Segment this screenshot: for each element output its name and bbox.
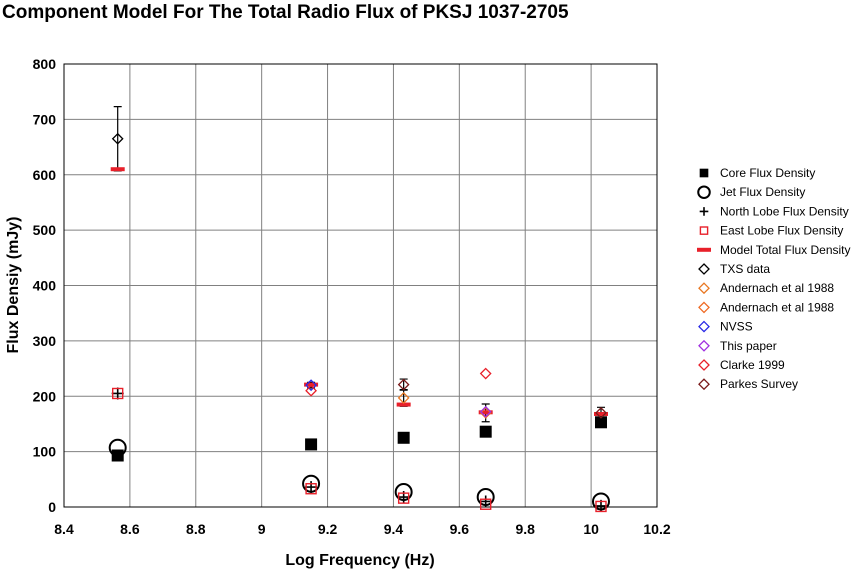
data-point bbox=[397, 431, 410, 444]
legend-marker bbox=[699, 226, 709, 235]
error-bar bbox=[113, 106, 122, 172]
data-point bbox=[304, 382, 319, 387]
x-tick-label: 8.4 bbox=[54, 521, 74, 537]
plot-area bbox=[63, 63, 658, 508]
legend-label: TXS data bbox=[720, 262, 770, 276]
legend-marker bbox=[698, 378, 710, 391]
legend-marker bbox=[698, 301, 710, 314]
data-point bbox=[479, 405, 492, 418]
data-point bbox=[397, 391, 410, 404]
x-tick-label: 9 bbox=[258, 521, 266, 537]
x-tick-label: 9.8 bbox=[515, 521, 535, 537]
y-tick-labels: 0 100 200 300 400 500 600 700 800 bbox=[33, 56, 57, 515]
x-tick-label: 10 bbox=[583, 521, 599, 537]
legend-label: Model Total Flux Density bbox=[720, 243, 851, 257]
data-point bbox=[305, 384, 318, 397]
y-tick-label: 500 bbox=[33, 222, 57, 238]
data-point bbox=[305, 483, 317, 495]
x-tick-label: 8.8 bbox=[186, 521, 206, 537]
data-point bbox=[108, 438, 127, 457]
data-point bbox=[479, 406, 492, 419]
legend-marker bbox=[698, 320, 710, 333]
y-tick-label: 400 bbox=[33, 278, 57, 294]
y-tick-label: 800 bbox=[33, 56, 57, 72]
data-point bbox=[595, 500, 607, 513]
legend-label: North Lobe Flux Density bbox=[720, 204, 849, 218]
legend-label: This paper bbox=[720, 339, 777, 353]
data-point bbox=[479, 495, 492, 508]
legend-marker bbox=[698, 263, 710, 275]
error-bars bbox=[113, 106, 605, 423]
legend: Core Flux Density Jet Flux Density North L… bbox=[697, 166, 851, 391]
data-point bbox=[110, 167, 125, 172]
legend-label: Core Flux Density bbox=[720, 166, 815, 180]
data-point bbox=[305, 438, 318, 451]
y-tick-label: 200 bbox=[33, 388, 57, 404]
legend-label: Clarke 1999 bbox=[720, 358, 785, 372]
legend-marker bbox=[698, 339, 710, 352]
data-point bbox=[111, 132, 124, 145]
y-tick-label: 100 bbox=[33, 444, 57, 460]
data-point bbox=[396, 402, 411, 407]
chart-title: Component Model For The Total Radio Flux… bbox=[2, 2, 569, 23]
data-point bbox=[595, 406, 607, 419]
x-tick-label: 8.6 bbox=[120, 521, 140, 537]
data-point bbox=[397, 378, 410, 391]
data-point bbox=[479, 425, 492, 438]
x-axis-label: Log Frequency (Hz) bbox=[285, 552, 434, 569]
x-tick-label: 9.2 bbox=[318, 521, 338, 537]
x-tick-labels: 8.4 8.6 8.8 9 9.2 9.4 9.6 9.8 10 10.2 bbox=[54, 521, 671, 537]
x-tick-label: 10.2 bbox=[643, 521, 670, 537]
data-point bbox=[593, 411, 608, 416]
legend-marker bbox=[699, 207, 709, 216]
data-point bbox=[397, 492, 410, 504]
legend-label: East Lobe Flux Density bbox=[720, 224, 843, 238]
data-point bbox=[111, 387, 124, 400]
data-point bbox=[594, 416, 607, 429]
y-tick-label: 600 bbox=[33, 167, 57, 183]
data-point bbox=[479, 498, 492, 510]
data-point bbox=[111, 387, 124, 400]
legend-label: Jet Flux Density bbox=[720, 185, 805, 199]
legend-marker bbox=[698, 359, 710, 371]
y-tick-label: 300 bbox=[33, 333, 57, 349]
y-axis-label: Flux Densiy (mJy) bbox=[5, 217, 22, 354]
error-bar bbox=[399, 378, 408, 391]
legend-label: Andernach et al 1988 bbox=[720, 281, 834, 295]
legend-marker bbox=[698, 282, 710, 295]
legend-label: Andernach et al 1988 bbox=[720, 300, 834, 314]
data-point bbox=[478, 410, 493, 415]
data-point bbox=[479, 367, 492, 380]
legend-marker bbox=[697, 185, 711, 199]
data-point bbox=[305, 379, 318, 392]
y-tick-label: 0 bbox=[48, 499, 56, 515]
legend-label: Parkes Survey bbox=[720, 377, 798, 391]
data-points bbox=[108, 132, 610, 513]
legend-label: NVSS bbox=[720, 320, 753, 334]
grid-lines bbox=[63, 63, 658, 508]
y-tick-label: 700 bbox=[33, 111, 57, 127]
x-tick-label: 9.6 bbox=[450, 521, 470, 537]
legend-marker bbox=[699, 168, 709, 178]
x-tick-label: 9.4 bbox=[384, 521, 404, 537]
legend-marker bbox=[697, 247, 711, 252]
